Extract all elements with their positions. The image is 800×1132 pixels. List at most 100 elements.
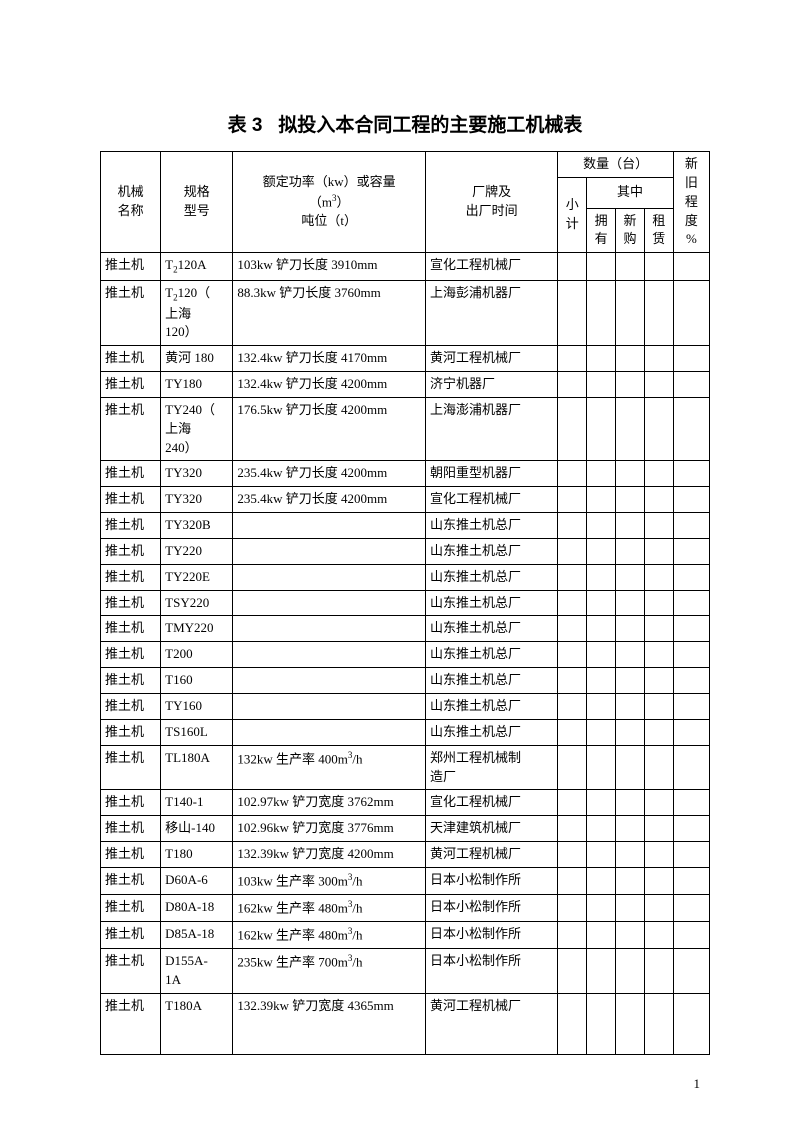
cell-power — [233, 719, 426, 745]
cell-mfg: 日本小松制作所 — [425, 949, 557, 994]
cell-subtotal — [558, 895, 587, 922]
cell-model: T180 — [161, 842, 233, 868]
cell-model: TY320B — [161, 513, 233, 539]
cell-buy — [616, 513, 645, 539]
cell-mfg: 上海澎浦机器厂 — [425, 397, 557, 461]
cell-rent — [644, 867, 673, 894]
cell-model: T180A — [161, 994, 233, 1055]
cell-buy — [616, 719, 645, 745]
cell-model: TSY220 — [161, 590, 233, 616]
table-row: 推土机D155A-1A235kw 生产率 700m3/h日本小松制作所 — [101, 949, 710, 994]
cell-subtotal — [558, 461, 587, 487]
cell-model: T2120A — [161, 253, 233, 281]
cell-power — [233, 564, 426, 590]
cell-own — [587, 372, 616, 398]
cell-rent — [644, 842, 673, 868]
table-row: 推土机TSY220山东推土机总厂 — [101, 590, 710, 616]
cell-own — [587, 922, 616, 949]
cell-model: D60A-6 — [161, 867, 233, 894]
cell-rent — [644, 397, 673, 461]
cell-buy — [616, 280, 645, 345]
cell-subtotal — [558, 590, 587, 616]
cell-buy — [616, 461, 645, 487]
cell-model: TY220E — [161, 564, 233, 590]
th-of-which: 其中 — [587, 177, 674, 208]
cell-subtotal — [558, 487, 587, 513]
cell-mfg: 朝阳重型机器厂 — [425, 461, 557, 487]
cell-mfg: 天津建筑机械厂 — [425, 816, 557, 842]
cell-rent — [644, 895, 673, 922]
cell-own — [587, 590, 616, 616]
table-row: 推土机TY320B山东推土机总厂 — [101, 513, 710, 539]
cell-power: 132.39kw 铲刀宽度 4365mm — [233, 994, 426, 1055]
cell-rent — [644, 668, 673, 694]
cell-mfg: 山东推土机总厂 — [425, 668, 557, 694]
th-mfg: 厂牌及出厂时间 — [425, 152, 557, 253]
table-row: 推土机TY160山东推土机总厂 — [101, 694, 710, 720]
cell-condition — [673, 642, 709, 668]
cell-buy — [616, 949, 645, 994]
cell-subtotal — [558, 253, 587, 281]
cell-mfg: 山东推土机总厂 — [425, 694, 557, 720]
cell-condition — [673, 867, 709, 894]
cell-rent — [644, 616, 673, 642]
cell-power: 162kw 生产率 480m3/h — [233, 895, 426, 922]
cell-model: T2120（上海120） — [161, 280, 233, 345]
cell-name: 推土机 — [101, 895, 161, 922]
cell-power: 132.4kw 铲刀长度 4170mm — [233, 346, 426, 372]
cell-rent — [644, 487, 673, 513]
cell-power — [233, 513, 426, 539]
cell-rent — [644, 790, 673, 816]
cell-name: 推土机 — [101, 694, 161, 720]
cell-condition — [673, 816, 709, 842]
cell-name: 推土机 — [101, 461, 161, 487]
cell-condition — [673, 922, 709, 949]
table-row: 推土机TS160L山东推土机总厂 — [101, 719, 710, 745]
cell-buy — [616, 994, 645, 1055]
cell-own — [587, 642, 616, 668]
cell-mfg: 山东推土机总厂 — [425, 513, 557, 539]
cell-name: 推土机 — [101, 642, 161, 668]
th-power: 额定功率（kw）或容量 （m3） 吨位（t） — [233, 152, 426, 253]
cell-condition — [673, 487, 709, 513]
cell-rent — [644, 346, 673, 372]
cell-subtotal — [558, 346, 587, 372]
cell-condition — [673, 616, 709, 642]
cell-own — [587, 487, 616, 513]
cell-power: 235.4kw 铲刀长度 4200mm — [233, 487, 426, 513]
cell-own — [587, 719, 616, 745]
page-title: 表 3 拟投入本合同工程的主要施工机械表 — [100, 110, 710, 137]
table-row: 推土机TY240（上海240）176.5kw 铲刀长度 4200mm上海澎浦机器… — [101, 397, 710, 461]
table-row: 推土机TL180A132kw 生产率 400m3/h郑州工程机械制造厂 — [101, 745, 710, 790]
cell-own — [587, 816, 616, 842]
cell-condition — [673, 719, 709, 745]
table-row: 推土机T140-1102.97kw 铲刀宽度 3762mm宣化工程机械厂 — [101, 790, 710, 816]
cell-power: 235.4kw 铲刀长度 4200mm — [233, 461, 426, 487]
table-row: 推土机D85A-18162kw 生产率 480m3/h日本小松制作所 — [101, 922, 710, 949]
cell-rent — [644, 922, 673, 949]
cell-own — [587, 842, 616, 868]
cell-subtotal — [558, 372, 587, 398]
cell-rent — [644, 538, 673, 564]
table-body: 推土机T2120A103kw 铲刀长度 3910mm宣化工程机械厂推土机T212… — [101, 253, 710, 1055]
table-row: 推土机TY320235.4kw 铲刀长度 4200mm宣化工程机械厂 — [101, 487, 710, 513]
cell-power: 103kw 生产率 300m3/h — [233, 867, 426, 894]
cell-own — [587, 616, 616, 642]
cell-mfg: 郑州工程机械制造厂 — [425, 745, 557, 790]
cell-mfg: 日本小松制作所 — [425, 895, 557, 922]
cell-power — [233, 590, 426, 616]
cell-power — [233, 616, 426, 642]
cell-mfg: 山东推土机总厂 — [425, 564, 557, 590]
cell-subtotal — [558, 867, 587, 894]
cell-rent — [644, 642, 673, 668]
cell-model: TS160L — [161, 719, 233, 745]
cell-rent — [644, 461, 673, 487]
cell-power — [233, 538, 426, 564]
table-row: 推土机T160山东推土机总厂 — [101, 668, 710, 694]
cell-power: 176.5kw 铲刀长度 4200mm — [233, 397, 426, 461]
cell-buy — [616, 253, 645, 281]
cell-subtotal — [558, 842, 587, 868]
cell-model: T200 — [161, 642, 233, 668]
cell-own — [587, 564, 616, 590]
cell-name: 推土机 — [101, 280, 161, 345]
